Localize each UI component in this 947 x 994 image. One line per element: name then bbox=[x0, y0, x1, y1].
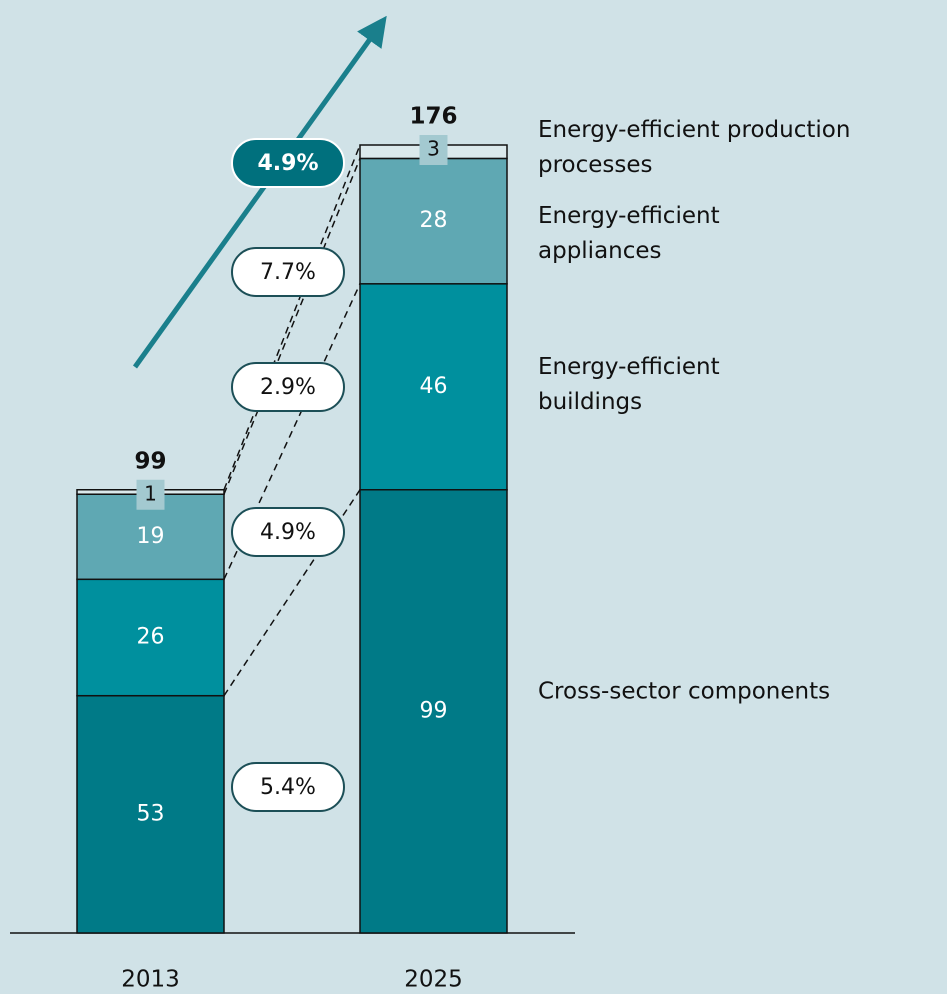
connector bbox=[223, 158, 361, 495]
x-tick-label: 2025 bbox=[404, 967, 463, 993]
growth-pill bbox=[231, 507, 345, 557]
value-label: 1 bbox=[144, 481, 157, 505]
value-label: 26 bbox=[137, 625, 165, 650]
value-label: 19 bbox=[137, 524, 165, 549]
growth-pill bbox=[231, 247, 345, 297]
growth-label: 4.9% bbox=[257, 151, 318, 176]
bar-segment bbox=[76, 694, 225, 934]
growth-arrow bbox=[132, 15, 387, 369]
value-label: 53 bbox=[137, 801, 165, 826]
legend-label: Energy-efficient appliances bbox=[538, 203, 727, 264]
label-box bbox=[136, 479, 165, 510]
total-label: 176 bbox=[409, 104, 457, 130]
growth-label: 4.9% bbox=[260, 520, 316, 545]
bar-segment bbox=[76, 578, 225, 697]
legend-label: Cross-sector components bbox=[538, 679, 830, 705]
label-box bbox=[419, 135, 448, 165]
growth-label: 5.4% bbox=[260, 775, 316, 800]
value-label: 99 bbox=[420, 698, 448, 723]
bar-segment bbox=[359, 283, 508, 491]
legend-label: Energy-efficient production processes bbox=[538, 117, 858, 178]
bar-segment bbox=[359, 157, 508, 285]
value-label: 3 bbox=[427, 137, 440, 161]
growth-pill bbox=[231, 762, 345, 812]
total-label: 99 bbox=[134, 448, 166, 474]
value-label: 28 bbox=[420, 208, 448, 233]
x-tick-label: 2013 bbox=[121, 967, 180, 993]
connector bbox=[223, 144, 361, 491]
growth-label: 2.9% bbox=[260, 375, 316, 400]
legend-label: Energy-efficient buildings bbox=[538, 354, 727, 415]
growth-pill bbox=[231, 362, 345, 412]
bar-segment bbox=[359, 489, 508, 934]
growth-pill bbox=[231, 138, 345, 188]
value-label: 46 bbox=[420, 374, 448, 399]
growth-label: 7.7% bbox=[260, 260, 316, 285]
